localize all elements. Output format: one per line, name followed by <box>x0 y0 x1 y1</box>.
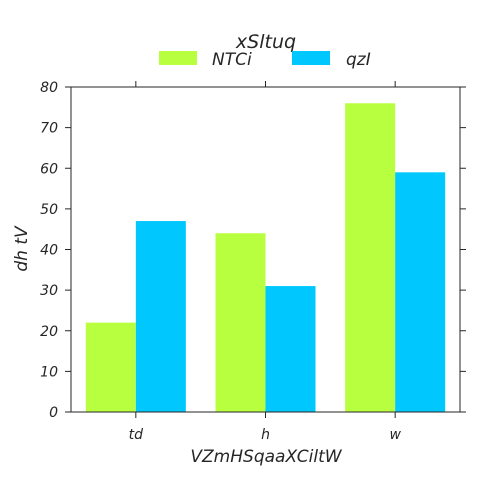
y-axis-label: dh tV <box>12 225 32 272</box>
legend-label-series-2: qzI <box>346 50 371 70</box>
bar-h-series-1 <box>215 233 266 412</box>
bar-w-series-1 <box>345 103 396 412</box>
legend-swatch-series-1 <box>159 51 197 65</box>
y-tick-label: 30 <box>40 283 58 299</box>
legend: NTCi qzI <box>159 50 371 70</box>
bar-td-series-1 <box>85 322 136 412</box>
y-tick-label: 80 <box>40 80 58 96</box>
x-axis-label: VZmHSqaaXCiltW <box>190 447 342 467</box>
y-tick-label: 40 <box>40 243 58 259</box>
bar-h-series-2 <box>265 286 316 412</box>
bar-td-series-2 <box>135 221 186 412</box>
y-tick-label: 50 <box>40 202 58 218</box>
y-tick-label: 70 <box>40 121 58 137</box>
legend-label-series-1: NTCi <box>212 50 252 70</box>
y-tick-label: 20 <box>40 324 58 340</box>
y-tick-label: 10 <box>40 364 58 380</box>
legend-swatch-series-2 <box>292 51 330 65</box>
x-tick-label: w <box>389 427 401 443</box>
y-tick-label: 0 <box>49 405 58 421</box>
x-axis: td h w <box>129 81 401 443</box>
bar-w-series-2 <box>395 172 446 412</box>
y-tick-label: 60 <box>40 161 58 177</box>
chart-title: xSltuq <box>235 31 296 53</box>
x-tick-label: h <box>261 427 270 443</box>
x-tick-label: td <box>129 427 143 443</box>
bars-layer <box>85 103 446 412</box>
y-axis: 0 10 20 30 40 50 60 70 80 <box>40 80 466 421</box>
